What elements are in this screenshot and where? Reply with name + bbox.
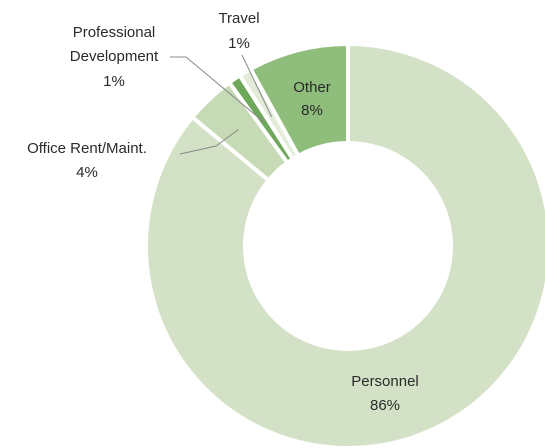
chart-slices [144,42,545,448]
slice-label-office-rent: Office Rent/Maint. [27,140,147,157]
svg-text:Other: Other [293,79,331,96]
leader-line-professional [170,56,265,123]
slice-label-personnel: Personnel [351,373,419,390]
slice-label-travel: Travel [218,10,259,27]
slice-value-personnel: 86% [370,397,400,414]
svg-text:Professional: Professional [73,24,156,41]
slice-value-other: 8% [301,102,323,119]
slice-label-other: Other [293,79,331,96]
leader-line-travel [241,54,273,118]
svg-text:86%: 86% [370,397,400,414]
svg-text:Development: Development [70,48,159,65]
svg-text:4%: 4% [76,164,98,181]
slice-value-travel: 1% [228,35,250,52]
svg-text:8%: 8% [301,102,323,119]
svg-text:Office Rent/Maint.: Office Rent/Maint. [27,140,147,157]
svg-text:1%: 1% [103,73,125,90]
slice-other [248,42,350,158]
leader-line-office-rent [179,128,239,155]
slice-value-professional: 1% [103,73,125,90]
svg-text:1%: 1% [228,35,250,52]
slice-label-professional-line1: Professional [73,24,156,41]
slice-personnel [144,42,545,448]
svg-text:Personnel: Personnel [351,373,419,390]
slice-value-office-rent: 4% [76,164,98,181]
leader-lines [170,54,273,155]
slice-label-professional-line2: Development [70,48,159,65]
svg-text:Travel: Travel [218,10,259,27]
